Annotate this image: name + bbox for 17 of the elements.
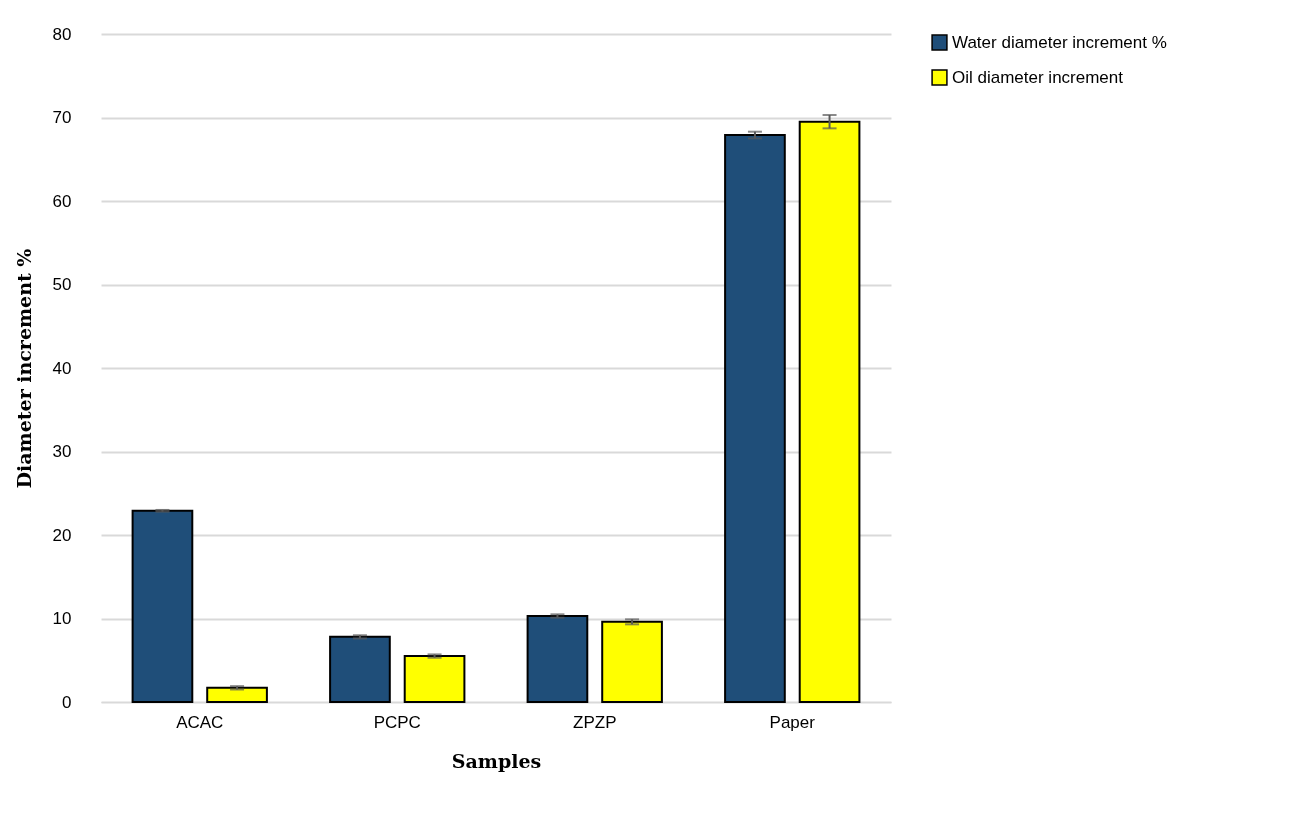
x-tick-label: Paper — [769, 712, 816, 732]
x-tick-label: ZPZP — [573, 712, 617, 732]
y-tick-label: 20 — [52, 525, 72, 545]
y-tick-label: 70 — [52, 108, 72, 127]
y-tick-label: 30 — [52, 442, 72, 461]
x-tick-label: ACAC — [176, 712, 224, 732]
x-axis-title: Samples — [451, 749, 542, 772]
legend-label: Water diameter increment % — [952, 32, 1167, 52]
legend-label: Oil diameter increment — [952, 67, 1124, 87]
y-axis-title: Diameter increment % — [12, 248, 35, 489]
y-tick-label: 50 — [52, 275, 72, 294]
y-tick-label: 10 — [52, 609, 72, 628]
y-tick-label: 40 — [52, 358, 72, 378]
x-tick-label: PCPC — [373, 712, 421, 732]
y-tick-label: 60 — [52, 191, 72, 211]
y-tick-label: 80 — [52, 24, 72, 44]
y-tick-label: 0 — [62, 692, 72, 712]
